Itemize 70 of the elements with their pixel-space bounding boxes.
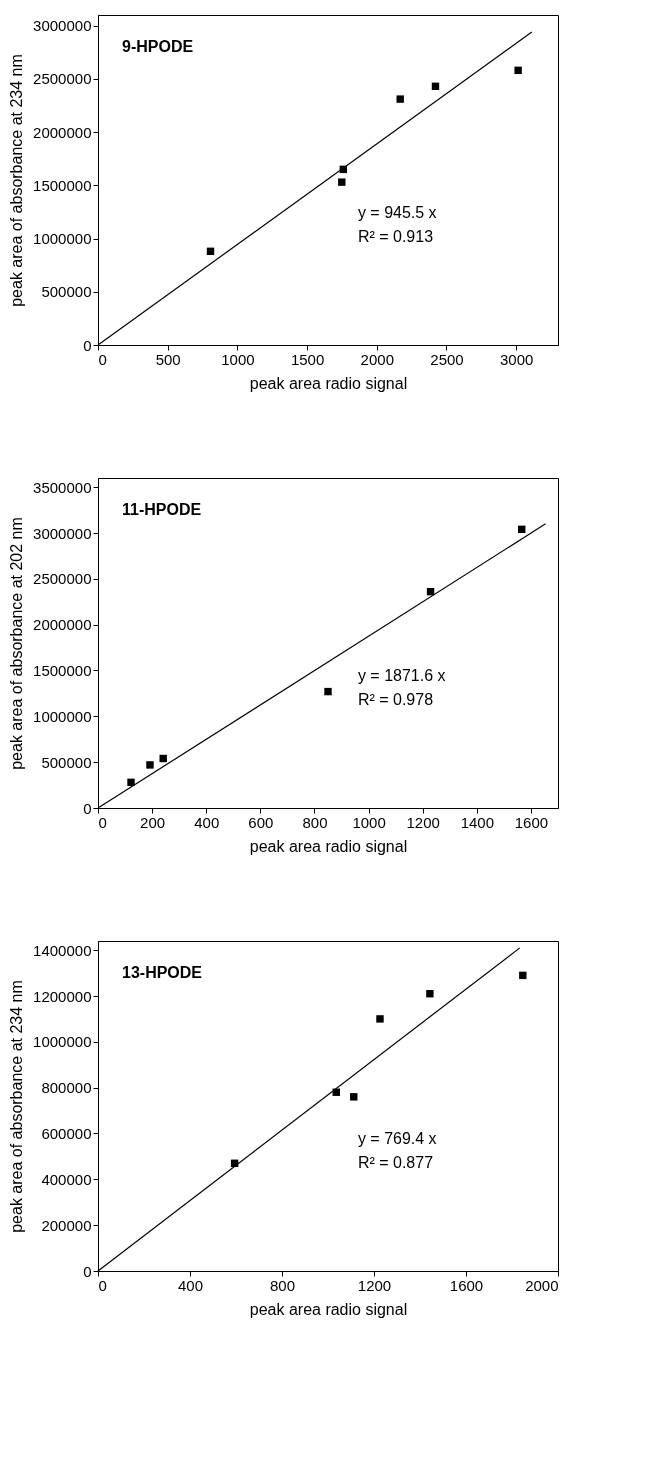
y-tick-label: 1400000 [33, 941, 92, 959]
y-axis-title: peak area of absorbance at 234 nm [8, 980, 26, 1233]
x-tick-label: 0 [98, 1276, 107, 1294]
y-tick-label: 1500000 [33, 662, 92, 679]
y-tick-label: 2000000 [33, 123, 92, 141]
x-tick-label: 500 [155, 350, 181, 368]
y-tick-label: 1000000 [33, 230, 92, 248]
x-tick-label: 0 [98, 350, 107, 368]
y-tick-label: 500000 [41, 753, 92, 771]
x-tick-label: 1200 [406, 813, 440, 831]
y-tick-label: 600000 [41, 1125, 92, 1142]
point [376, 1015, 384, 1023]
y-tick-label: 1200000 [33, 987, 92, 1005]
point [127, 778, 135, 787]
y-tick-label: 400000 [41, 1170, 92, 1188]
text: 9-HPODE [122, 38, 194, 55]
x-tick-label: 1000 [352, 813, 386, 831]
x-tick-label: 2000 [360, 350, 394, 368]
x-tick-label: 1600 [449, 1276, 484, 1294]
x-tick-label: 0 [98, 813, 107, 831]
x-tick-label: 400 [194, 813, 220, 831]
x-tick-label: 400 [177, 1276, 204, 1294]
y-tick-label: 3000000 [33, 524, 92, 542]
y-tick-label: 1000000 [33, 1033, 92, 1051]
point [324, 687, 332, 696]
x-tick-label: 1400 [460, 813, 495, 831]
x-axis-title: peak area radio signal [249, 1300, 408, 1318]
annotation: y = 1871.6 x [357, 667, 446, 684]
y-tick-label: 1500000 [33, 176, 92, 194]
y-tick-label: 1000000 [33, 707, 92, 725]
x-tick-label: 1000 [221, 350, 255, 368]
x-tick-label: 200 [140, 813, 166, 831]
y-axis-title: peak area of absorbance at 202 nm [8, 517, 26, 770]
y-tick-label: 2500000 [33, 70, 92, 88]
x-tick-label: 2500 [430, 350, 464, 368]
text: 11-HPODE [122, 501, 202, 518]
y-tick-label: 200000 [41, 1216, 92, 1234]
x-tick-label: 2000 [525, 1276, 559, 1294]
y-tick-label: 3000000 [33, 17, 92, 35]
text: 13-HPODE [122, 964, 203, 981]
y-tick-label: 0 [83, 1262, 92, 1280]
annotation: R² = 0.978 [357, 691, 434, 708]
annotation: y = 769.4 x [357, 1130, 437, 1147]
point [350, 1093, 358, 1101]
point [146, 761, 154, 769]
point [514, 66, 522, 75]
y-tick-label: 3500000 [33, 478, 92, 496]
x-tick-label: 1500 [290, 350, 325, 368]
x-tick-label: 3000 [499, 350, 534, 368]
point [396, 95, 404, 103]
y-tick-label: 500000 [41, 283, 92, 301]
point [338, 178, 346, 186]
x-tick-label: 600 [248, 813, 274, 831]
y-axis-title: peak area of absorbance at 234 nm [8, 54, 26, 307]
x-tick-label: 1200 [357, 1276, 392, 1294]
y-tick-label: 2000000 [33, 616, 92, 634]
annotation: y = 945.5 x [357, 204, 437, 221]
x-axis-title: peak area radio signal [249, 837, 408, 855]
x-tick-label: 800 [269, 1276, 296, 1294]
x-axis-title: peak area radio signal [249, 374, 408, 392]
x-tick-label: 1600 [514, 813, 549, 831]
x-tick-label: 800 [302, 813, 328, 831]
point [426, 990, 434, 998]
annotation: R² = 0.913 [357, 228, 434, 245]
y-tick-label: 2500000 [33, 570, 92, 588]
point [519, 971, 527, 980]
y-tick-label: 0 [83, 799, 92, 817]
annotation: R² = 0.877 [357, 1154, 434, 1171]
y-tick-label: 800000 [41, 1079, 92, 1097]
y-tick-label: 0 [83, 336, 92, 354]
